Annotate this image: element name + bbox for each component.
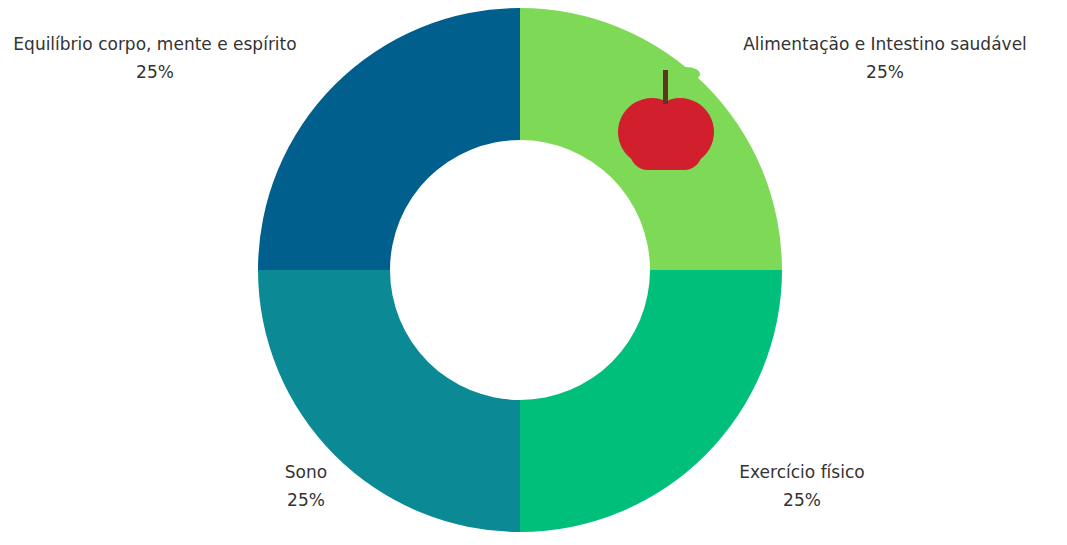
svg-text:25%: 25% — [783, 490, 821, 510]
svg-text:Alimentação e Intestino saudáv: Alimentação e Intestino saudável — [743, 34, 1027, 54]
svg-text:Equilíbrio corpo, mente e espí: Equilíbrio corpo, mente e espírito — [13, 34, 296, 54]
svg-text:Exercício físico: Exercício físico — [739, 462, 864, 482]
svg-text:25%: 25% — [866, 62, 904, 82]
svg-text:Sono: Sono — [285, 462, 327, 482]
svg-text:25%: 25% — [136, 62, 174, 82]
svg-text:25%: 25% — [287, 490, 325, 510]
